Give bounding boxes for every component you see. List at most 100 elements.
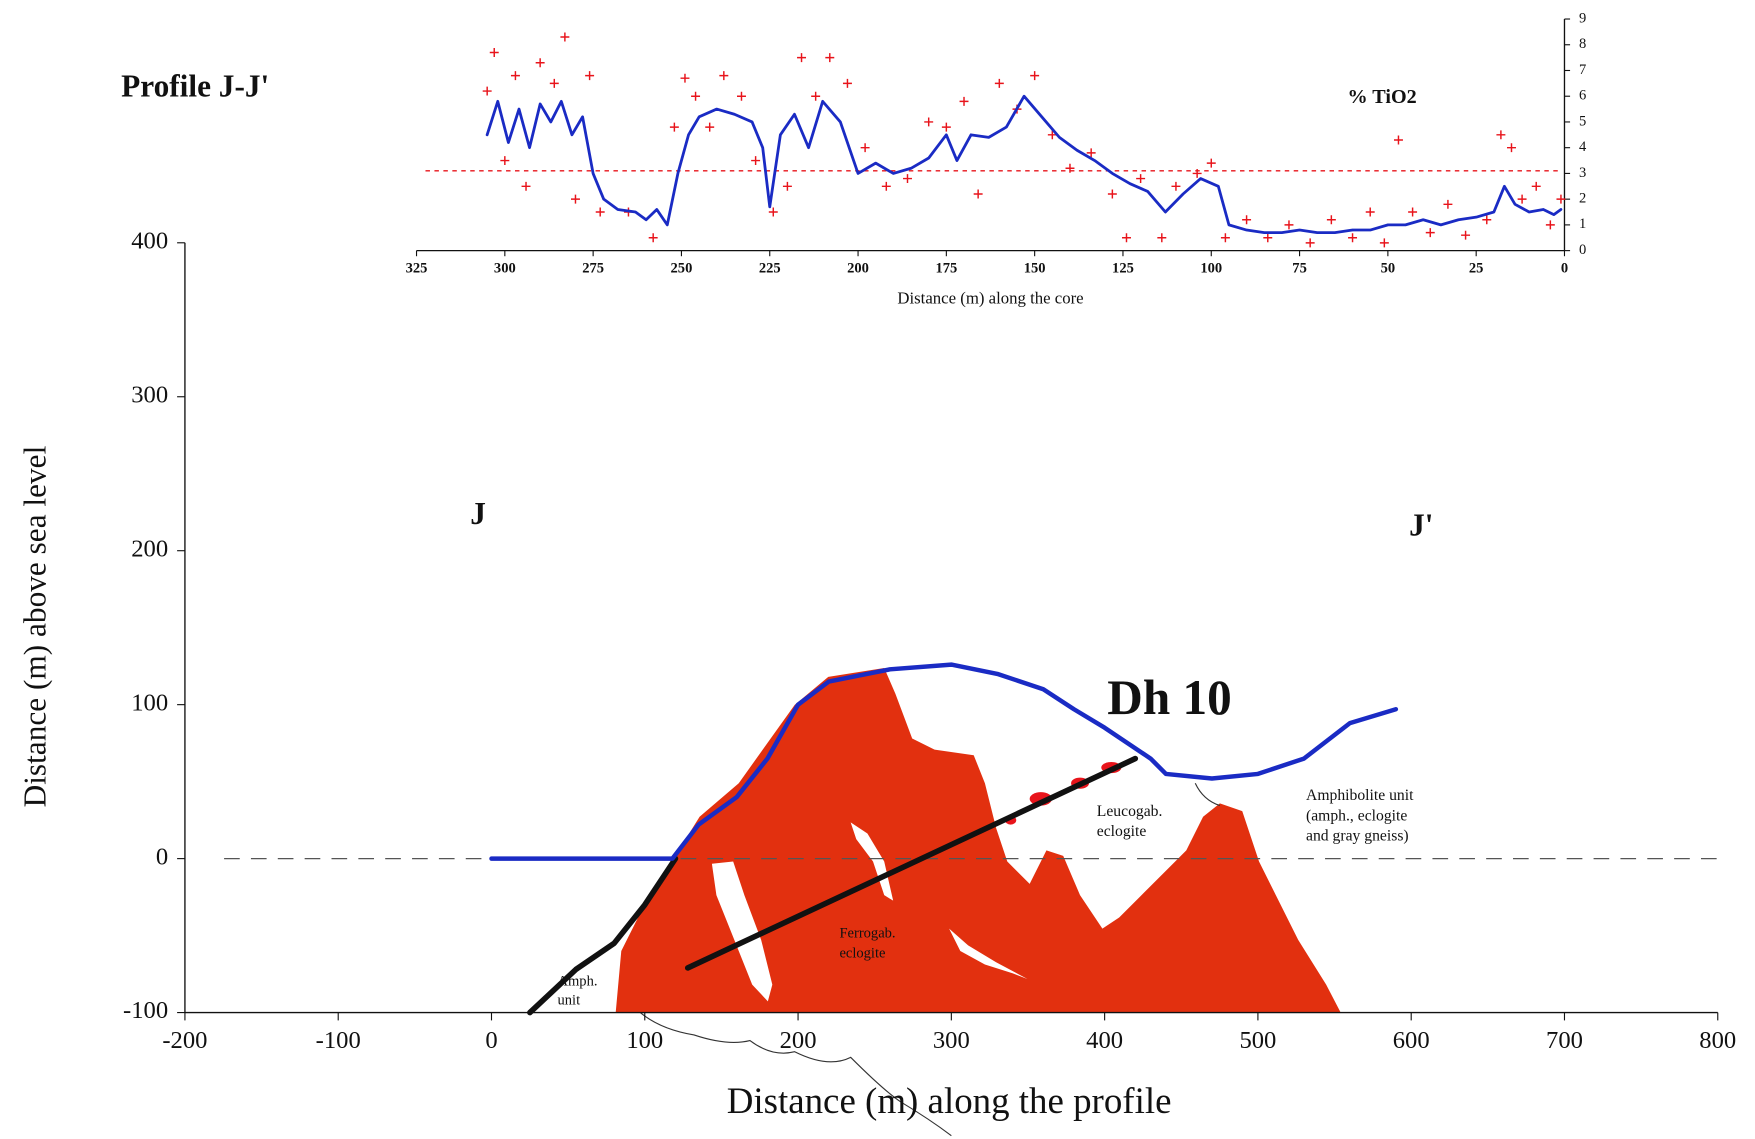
data-point bbox=[1030, 71, 1040, 81]
x-tick-label: 125 bbox=[1112, 261, 1134, 277]
data-point bbox=[510, 71, 520, 81]
x-axis-label: Distance (m) along the core bbox=[897, 289, 1083, 308]
x-tick-label: 300 bbox=[933, 1027, 970, 1054]
data-point bbox=[1461, 230, 1471, 240]
y-tick-label: 3 bbox=[1579, 165, 1586, 181]
data-point bbox=[881, 181, 891, 191]
data-point bbox=[842, 78, 852, 88]
x-tick-label: 200 bbox=[780, 1027, 817, 1054]
annotation: Amphibolite unit bbox=[1306, 787, 1414, 804]
data-point bbox=[1192, 168, 1202, 178]
data-point bbox=[595, 207, 605, 217]
data-point bbox=[1408, 207, 1418, 217]
data-point bbox=[924, 117, 934, 127]
x-tick-label: 75 bbox=[1292, 261, 1307, 277]
data-point bbox=[521, 181, 531, 191]
data-point bbox=[751, 156, 761, 166]
lens bbox=[711, 861, 773, 1002]
data-point bbox=[1242, 215, 1252, 225]
data-point bbox=[1122, 233, 1131, 243]
data-point bbox=[1365, 207, 1375, 217]
data-point bbox=[860, 143, 870, 153]
data-point bbox=[973, 189, 983, 199]
y-tick-label: 0 bbox=[156, 843, 168, 870]
x-tick-label: 0 bbox=[1561, 261, 1568, 277]
annotation: unit bbox=[558, 993, 581, 1009]
data-point bbox=[1136, 174, 1146, 184]
y-tick-label: 4 bbox=[1579, 139, 1587, 155]
data-point bbox=[903, 174, 912, 184]
data-point bbox=[489, 47, 499, 57]
data-point bbox=[1326, 215, 1336, 225]
data-point bbox=[1305, 238, 1315, 248]
annotation: J bbox=[470, 496, 486, 531]
annotation: Dh 10 bbox=[1107, 670, 1231, 725]
data-point bbox=[549, 78, 559, 88]
data-point bbox=[585, 71, 595, 81]
data-point bbox=[941, 122, 951, 132]
y-tick-label: 0 bbox=[1579, 242, 1586, 258]
y-tick-label: 6 bbox=[1579, 88, 1586, 104]
data-point bbox=[1206, 158, 1216, 168]
data-line bbox=[527, 855, 679, 1016]
data-point bbox=[811, 91, 821, 101]
figure-title: Profile J-J' bbox=[121, 69, 269, 104]
data-point bbox=[737, 91, 746, 101]
x-tick-label: 700 bbox=[1546, 1027, 1583, 1054]
data-point bbox=[1443, 199, 1453, 209]
data-point bbox=[1086, 148, 1096, 158]
x-tick-label: 100 bbox=[1200, 261, 1222, 277]
data-point bbox=[1496, 130, 1506, 140]
data-line bbox=[485, 94, 1563, 235]
eclogite-body bbox=[615, 667, 1341, 1013]
x-tick-label: 250 bbox=[671, 261, 693, 277]
annotation: Leucogab. bbox=[1097, 803, 1163, 820]
data-point bbox=[500, 156, 510, 166]
data-point bbox=[648, 233, 658, 243]
y-tick-label: 8 bbox=[1579, 36, 1586, 52]
data-point bbox=[1047, 130, 1057, 140]
data-point bbox=[1157, 233, 1167, 243]
data-point bbox=[680, 73, 690, 83]
data-point bbox=[1263, 233, 1273, 243]
x-tick-label: 100 bbox=[626, 1027, 663, 1054]
y-tick-label: 2 bbox=[1579, 191, 1586, 207]
data-point bbox=[797, 53, 807, 63]
y-tick-label: 7 bbox=[1579, 62, 1586, 78]
data-point bbox=[782, 181, 792, 191]
data-point bbox=[535, 58, 545, 68]
x-tick-label: 150 bbox=[1024, 261, 1046, 277]
x-tick-label: 600 bbox=[1393, 1027, 1430, 1054]
y-tick-label: 9 bbox=[1579, 10, 1586, 26]
y-tick-label: 100 bbox=[131, 689, 168, 716]
annotation: J' bbox=[1409, 507, 1433, 542]
data-point bbox=[1556, 194, 1566, 204]
annotation: (amph., eclogite bbox=[1306, 807, 1407, 824]
data-point bbox=[1220, 233, 1230, 243]
x-tick-label: 175 bbox=[935, 261, 957, 277]
data-point bbox=[994, 78, 1004, 88]
data-point bbox=[959, 96, 969, 106]
data-point bbox=[560, 32, 570, 42]
data-point bbox=[1379, 238, 1389, 248]
x-tick-label: 300 bbox=[494, 261, 516, 277]
data-point bbox=[1065, 163, 1075, 173]
x-axis-label: Distance (m) along the profile bbox=[727, 1080, 1172, 1122]
data-point bbox=[1482, 215, 1492, 225]
y-tick-label: -100 bbox=[123, 997, 168, 1024]
data-line bbox=[684, 755, 1139, 971]
x-tick-label: -200 bbox=[162, 1027, 207, 1054]
x-tick-label: 50 bbox=[1381, 261, 1396, 277]
x-tick-label: 0 bbox=[485, 1027, 497, 1054]
y-axis-label: Distance (m) above sea level bbox=[18, 445, 53, 807]
inset-title: % TiO2 bbox=[1348, 86, 1417, 108]
y-tick-label: 5 bbox=[1579, 113, 1586, 129]
lens bbox=[850, 822, 894, 901]
contact bbox=[639, 1012, 952, 1137]
x-tick-label: 500 bbox=[1239, 1027, 1276, 1054]
data-point bbox=[1348, 233, 1358, 243]
data-point bbox=[1284, 220, 1294, 230]
annotation: Ferrogab. bbox=[839, 926, 895, 942]
x-tick-label: 200 bbox=[847, 261, 869, 277]
